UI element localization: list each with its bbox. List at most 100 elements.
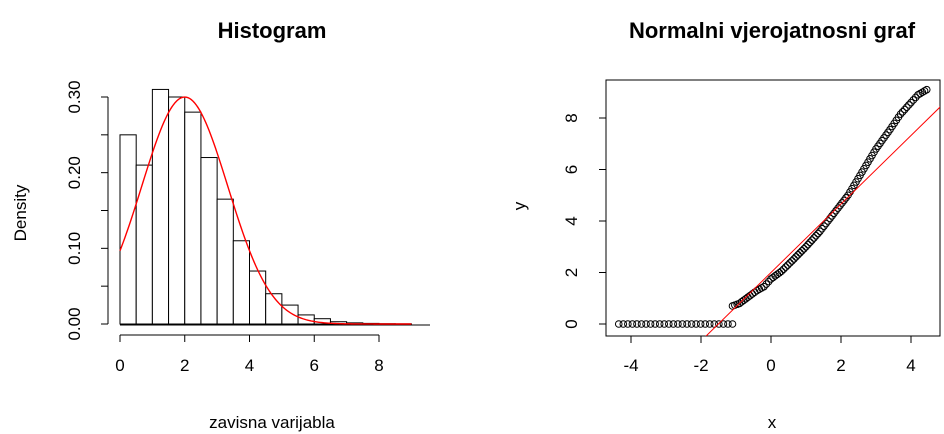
qq-point — [665, 320, 673, 328]
qq-point — [842, 194, 850, 202]
qq-x-tick-label: 2 — [836, 356, 845, 375]
qq-point — [619, 320, 628, 328]
qq-point — [719, 320, 728, 328]
qq-point — [779, 265, 788, 273]
histogram-bar — [216, 198, 234, 325]
qq-point — [824, 217, 832, 225]
qq-point — [674, 320, 682, 328]
qq-point — [818, 224, 826, 233]
qq-plot-x-axis-label: x — [768, 413, 777, 432]
qq-point — [909, 96, 918, 104]
histogram-x-tick-label: 4 — [245, 356, 254, 375]
qq-point — [655, 320, 664, 328]
qq-point — [788, 257, 796, 265]
density-curve-line — [119, 96, 412, 325]
qq-point — [816, 227, 824, 236]
qq-y-tick-label: 4 — [562, 216, 581, 225]
qq-plot-axes: -4 -2 0 2 4 0 2 4 6 8 — [562, 113, 916, 375]
histogram-panel: Histogram zavisna varijabla Density 0 2 4 6… — [11, 18, 430, 432]
qq-point — [820, 222, 828, 230]
qq-point — [637, 320, 646, 328]
qq-point — [832, 206, 840, 215]
qq-y-tick-label: 0 — [562, 319, 581, 328]
qq-point — [794, 251, 802, 259]
histogram-bar — [135, 164, 153, 325]
qq-x-tick-label: -2 — [693, 356, 708, 375]
qq-point — [836, 201, 844, 210]
qq-x-tick-label: -4 — [623, 356, 638, 375]
qq-plot-reference-line — [705, 106, 940, 336]
qq-point — [660, 320, 669, 328]
qq-point — [802, 242, 810, 251]
histogram-x-tick-label: 6 — [310, 356, 319, 375]
qq-point — [798, 246, 806, 255]
qq-point — [806, 238, 814, 247]
qq-point — [646, 320, 655, 328]
qq-plot-y-axis-label: y — [510, 201, 529, 210]
qq-point — [838, 199, 846, 207]
histogram-y-tick-label: 0.30 — [65, 80, 84, 113]
qq-point — [840, 196, 848, 205]
qq-plot-points — [614, 85, 931, 328]
qq-point — [796, 249, 804, 257]
histogram-density-curve — [119, 96, 412, 325]
histogram-bar — [232, 240, 250, 325]
qq-point — [687, 320, 696, 328]
qq-point — [808, 236, 816, 244]
qq-y-tick-label: 6 — [562, 165, 581, 174]
qq-point — [633, 320, 641, 328]
qq-point — [903, 103, 911, 111]
histogram-bar — [168, 96, 186, 325]
qq-point — [642, 320, 650, 328]
histogram-x-axis-label: zavisna varijabla — [209, 413, 335, 432]
qq-point — [701, 320, 710, 328]
qq-x-tick-label: 4 — [906, 356, 915, 375]
qq-point — [669, 320, 678, 328]
qq-plot-panel: Normalni vjerojatnosni graf x y -4 -2 0 2 4 0… — [510, 18, 941, 432]
qq-point — [678, 320, 687, 328]
qq-point — [804, 240, 812, 249]
qq-reference-line — [705, 106, 940, 336]
qq-y-tick-label: 8 — [562, 113, 581, 122]
qq-point — [812, 231, 820, 240]
qq-point — [614, 320, 623, 328]
qq-plot-title: Normalni vjerojatnosni graf — [629, 18, 916, 43]
qq-point — [792, 253, 800, 261]
qq-point — [907, 98, 915, 107]
histogram-bar — [151, 88, 170, 325]
qq-point — [896, 110, 905, 118]
qq-point — [628, 320, 637, 328]
qq-point — [922, 85, 931, 94]
histogram-bar — [184, 111, 202, 325]
qq-point — [911, 93, 920, 102]
qq-point — [692, 320, 700, 328]
qq-point — [760, 282, 768, 291]
qq-point — [696, 320, 705, 328]
qq-point — [786, 259, 794, 267]
qq-point — [728, 320, 737, 328]
qq-y-tick-label: 2 — [562, 268, 581, 277]
histogram-bars — [119, 88, 412, 325]
qq-point — [724, 320, 732, 328]
qq-point — [764, 277, 773, 286]
histogram-title: Histogram — [218, 18, 327, 43]
qq-point — [830, 209, 838, 218]
qq-x-tick-label: 0 — [766, 356, 775, 375]
histogram-axes: 0 2 4 6 8 0.00 0.10 0.20 0.30 — [65, 80, 430, 375]
histogram-y-tick-label: 0.00 — [65, 307, 84, 340]
qq-point — [822, 219, 830, 228]
qq-point — [800, 244, 808, 253]
qq-plot-frame — [605, 79, 941, 337]
qq-point — [834, 204, 842, 212]
qq-point — [810, 234, 818, 242]
histogram-x-tick-label: 0 — [115, 356, 124, 375]
qq-point — [624, 320, 632, 328]
qq-point — [781, 263, 790, 271]
qq-point — [790, 255, 798, 263]
histogram-y-tick-label: 0.20 — [65, 156, 84, 189]
histogram-bar — [200, 157, 218, 325]
qq-point — [814, 229, 822, 238]
qq-point — [900, 105, 909, 114]
qq-point — [784, 261, 792, 269]
